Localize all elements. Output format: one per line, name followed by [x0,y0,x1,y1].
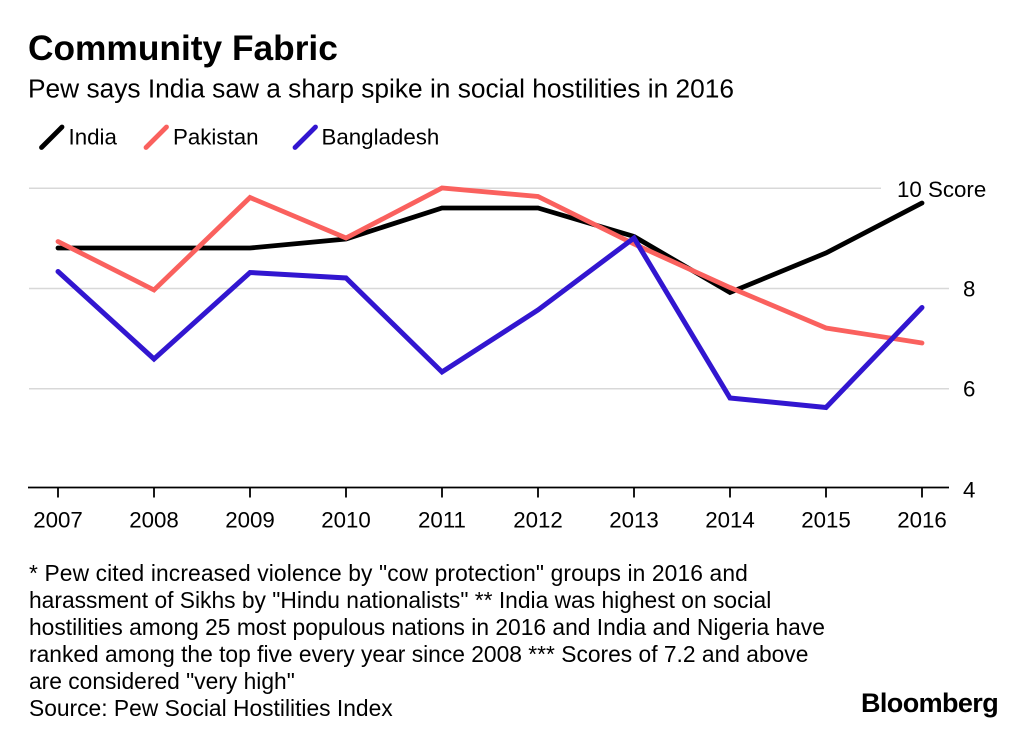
svg-text:2008: 2008 [129,508,179,533]
svg-text:6: 6 [963,377,975,402]
svg-text:2011: 2011 [418,508,466,533]
svg-text:2015: 2015 [801,508,851,533]
svg-text:are considered "very high": are considered "very high" [29,668,295,694]
svg-text:Pew says India saw a sharp spi: Pew says India saw a sharp spike in soci… [28,74,734,104]
svg-text:2014: 2014 [705,508,755,533]
svg-text:Pakistan: Pakistan [173,125,259,150]
svg-text:Bangladesh: Bangladesh [322,125,440,150]
svg-text:India: India [69,125,118,150]
svg-text:2009: 2009 [225,508,275,533]
svg-text:2016: 2016 [897,508,947,533]
svg-text:Bloomberg: Bloomberg [861,688,998,718]
svg-text:2007: 2007 [33,508,83,533]
svg-text:4: 4 [963,478,975,503]
svg-text:10 Score: 10 Score [897,177,986,202]
svg-text:8: 8 [963,277,975,302]
svg-text:ranked among the top five ever: ranked among the top five every year sin… [29,641,808,667]
svg-text:2012: 2012 [513,508,563,533]
svg-text:hostilities among 25 most popu: hostilities among 25 most populous natio… [29,614,825,640]
svg-text:* Pew cited increased violence: * Pew cited increased violence by "cow p… [29,560,748,586]
svg-text:2010: 2010 [321,508,371,533]
svg-text:2013: 2013 [609,508,659,533]
svg-text:harassment of Sikhs by "Hindu: harassment of Sikhs by "Hindu nationalis… [29,587,771,613]
svg-text:Source: Pew Social Hostilities: Source: Pew Social Hostilities Index [29,695,393,721]
svg-text:Community Fabric: Community Fabric [28,29,338,68]
